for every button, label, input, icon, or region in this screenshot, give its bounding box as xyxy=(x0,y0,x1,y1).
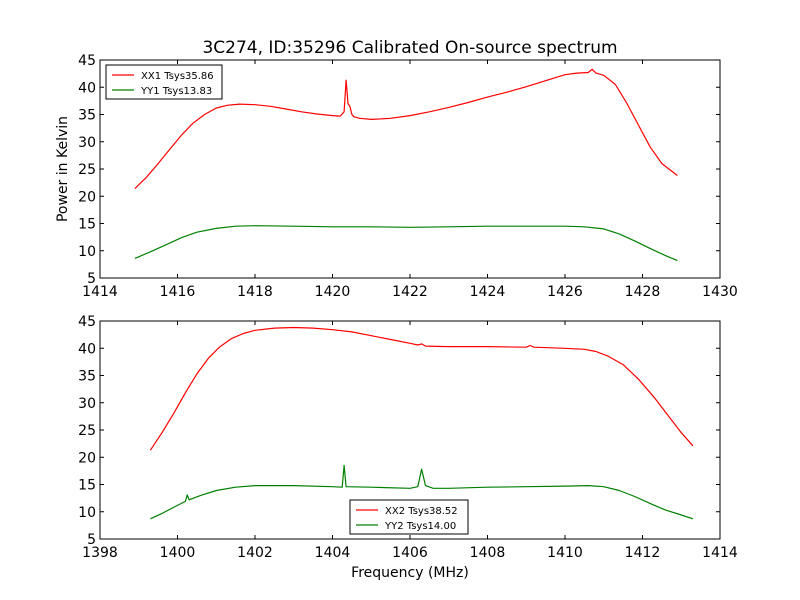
plot-top: 1414 1416 1418 1420 1422 1424 1426 1428 1430 5 10 1… xyxy=(78,53,738,300)
x-tick-label: 1430 xyxy=(702,284,738,300)
x-axis-label: Frequency (MHz) xyxy=(351,565,469,581)
y-tick-label: 25 xyxy=(78,162,96,178)
x-tick-label: 1410 xyxy=(547,545,583,561)
y-tick-label: 20 xyxy=(78,450,96,466)
x-tick-label: 1406 xyxy=(392,545,428,561)
x-tick-label: 1420 xyxy=(315,284,351,300)
y-tick-label: 40 xyxy=(78,80,96,96)
x-tick-label: 1426 xyxy=(547,284,583,300)
legend: XX2 Tsys38.52 YY2 Tsys14.00 xyxy=(349,499,469,535)
x-tick-label: 1414 xyxy=(82,284,118,300)
x-tick-label: 1408 xyxy=(470,545,506,561)
x-tick-label: 1400 xyxy=(160,545,196,561)
series-line-top-0 xyxy=(134,68,678,190)
y-tick-label: 35 xyxy=(78,369,96,385)
x-tick-label: 1416 xyxy=(160,284,196,300)
y-tick-label: 30 xyxy=(78,135,96,151)
y-tick-label: 30 xyxy=(78,396,96,412)
legend-entry: YY2 Tsys14.00 xyxy=(384,521,456,532)
y-tick-label: 45 xyxy=(78,53,96,69)
legend: XX1 Tsys35.86 YY1 Tsys13.83 xyxy=(105,64,223,100)
y-tick-label: 20 xyxy=(78,189,96,205)
legend-entry: XX2 Tsys38.52 xyxy=(385,506,458,517)
y-tick-label: 10 xyxy=(78,505,96,521)
x-tick-label: 1402 xyxy=(237,545,273,561)
x-tick-label: 1412 xyxy=(625,545,661,561)
y-tick-label: 25 xyxy=(78,423,96,439)
y-tick-label: 40 xyxy=(78,341,96,357)
y-tick-label: 35 xyxy=(78,108,96,124)
legend-box xyxy=(105,64,223,100)
x-tick-label: 1422 xyxy=(392,284,428,300)
x-tick-label: 1404 xyxy=(315,545,351,561)
series-line-bottom-1 xyxy=(150,464,694,520)
x-tick-label: 1418 xyxy=(237,284,273,300)
x-tick-label: 1428 xyxy=(625,284,661,300)
y-axis-label: Power in Kelvin xyxy=(55,116,71,222)
y-tick-label: 45 xyxy=(78,314,96,330)
x-tick-label: 1424 xyxy=(470,284,506,300)
series-line-bottom-0 xyxy=(149,326,694,451)
series-line-top-1 xyxy=(134,225,678,262)
legend-entry: YY1 Tsys13.83 xyxy=(140,86,212,97)
y-tick-label: 5 xyxy=(87,271,96,287)
legend-entry: XX1 Tsys35.86 xyxy=(141,71,214,82)
y-tick-label: 10 xyxy=(78,244,96,260)
plot-bottom: 1398 1400 1402 1404 1406 1408 1410 1412 1414 5 10 1… xyxy=(78,314,738,561)
y-tick-label: 15 xyxy=(78,217,96,233)
chart-title: 3C274, ID:35296 Calibrated On-source spe… xyxy=(202,38,617,58)
x-tick-label: 1398 xyxy=(82,545,118,561)
y-tick-label: 15 xyxy=(78,478,96,494)
legend-box xyxy=(349,499,469,535)
x-tick-label: 1414 xyxy=(702,545,738,561)
y-tick-label: 5 xyxy=(87,532,96,548)
